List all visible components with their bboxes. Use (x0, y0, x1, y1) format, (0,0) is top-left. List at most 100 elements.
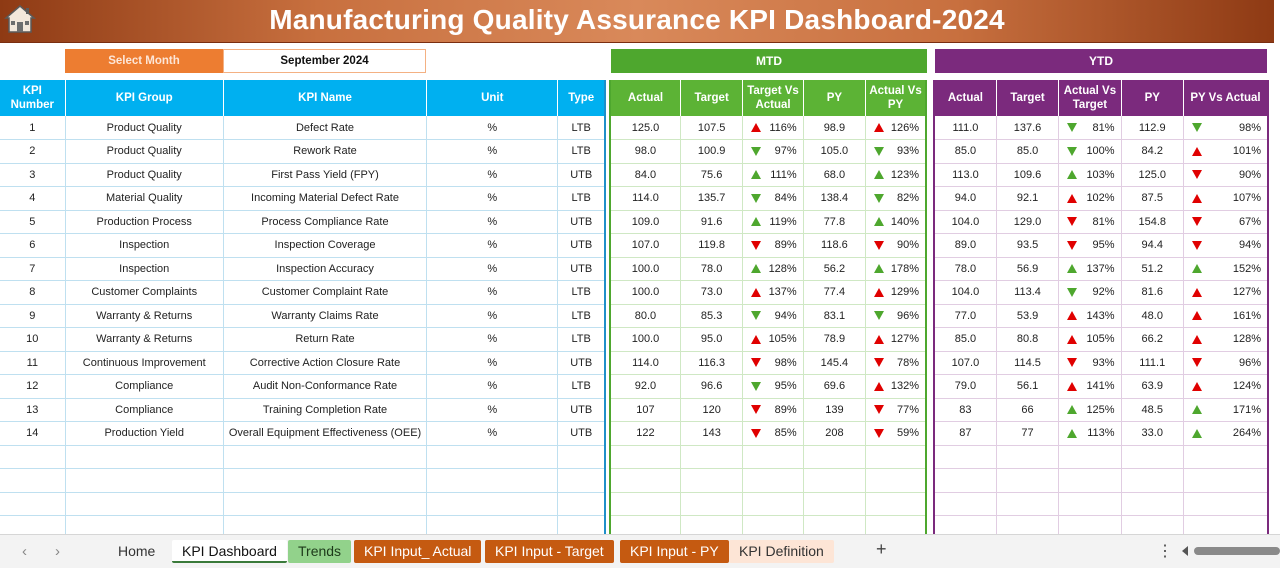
control-row: Select Month September 2024 MTD YTD (0, 43, 1280, 78)
empty-cell[interactable] (0, 445, 66, 469)
select-month-dropdown[interactable]: September 2024 (223, 49, 426, 73)
empty-cell[interactable] (934, 468, 997, 493)
triangle-down-icon (751, 193, 762, 203)
empty-cell[interactable] (1183, 492, 1269, 516)
tab-kpi-input-py[interactable]: KPI Input - PY (620, 540, 729, 563)
ytd-actual-cell: 77.0 (934, 304, 997, 328)
empty-cell[interactable] (1121, 468, 1184, 493)
tab-home[interactable]: Home (118, 543, 156, 559)
empty-cell[interactable] (742, 445, 804, 469)
empty-cell[interactable] (65, 492, 224, 516)
empty-cell[interactable] (223, 468, 428, 493)
ytd-py-vs-actual-cell: 94% (1183, 233, 1269, 258)
triangle-down-icon (1067, 123, 1078, 132)
home-icon[interactable] (3, 3, 37, 35)
indicator: 116% (743, 122, 802, 134)
empty-cell[interactable] (557, 492, 606, 516)
table-row: 87 77 113% 33.0 264% (934, 421, 1269, 446)
indicator: 98% (743, 357, 802, 369)
type-cell: LTB (557, 304, 606, 328)
empty-cell[interactable] (65, 468, 224, 493)
empty-cell[interactable] (742, 492, 804, 516)
indicator: 81% (1059, 122, 1120, 134)
empty-cell[interactable] (803, 492, 867, 516)
add-sheet-icon[interactable]: + (876, 539, 887, 559)
empty-cell[interactable] (865, 492, 927, 516)
triangle-up-icon (1067, 428, 1078, 438)
ytd-actual-vs-target-value: 141% (1086, 380, 1115, 393)
table-row: 11 Continuous Improvement Corrective Actio… (0, 351, 606, 375)
triangle-down-icon (874, 311, 885, 321)
empty-cell[interactable] (1121, 445, 1184, 469)
ytd-py-vs-actual-value: 127% (1232, 286, 1261, 299)
triangle-up-icon (1191, 146, 1202, 156)
prev-sheet-icon[interactable]: ‹ (22, 543, 27, 560)
table-row: 109.0 91.6 119% 77.8 140% (610, 210, 927, 234)
empty-row (610, 515, 927, 540)
table-row: 94.0 92.1 102% 87.5 107% (934, 186, 1269, 211)
more-options-icon[interactable]: ⋮ (1157, 543, 1173, 560)
empty-cell[interactable] (865, 445, 927, 469)
empty-cell[interactable] (996, 445, 1060, 469)
empty-cell[interactable] (610, 468, 681, 493)
indicator: 85% (743, 427, 802, 439)
horizontal-scrollbar[interactable] (1180, 546, 1280, 556)
triangle-down-icon (1067, 358, 1078, 368)
empty-cell[interactable] (223, 445, 428, 469)
empty-cell[interactable] (996, 492, 1060, 516)
tab-kpi-input-actual[interactable]: KPI Input_ Actual (354, 540, 482, 563)
mtd-actual-vs-py-cell: 123% (865, 163, 927, 187)
kpi-number-cell: 1 (0, 116, 66, 140)
empty-cell[interactable] (426, 492, 559, 516)
empty-cell[interactable] (1058, 468, 1122, 493)
ytd-py-cell: 33.0 (1121, 421, 1184, 446)
empty-cell[interactable] (610, 445, 681, 469)
table-row: 7 Inspection Inspection Accuracy% UTB (0, 257, 606, 281)
tab-kpi-definition[interactable]: KPI Definition (729, 540, 834, 563)
indicator: 126% (866, 122, 925, 134)
empty-cell[interactable] (1058, 445, 1122, 469)
table-row: 104.0 113.4 92% 81.6 127% (934, 280, 1269, 305)
mtd-target-vs-actual-cell: 85% (742, 421, 804, 446)
tab-kpi-input-target[interactable]: KPI Input - Target (485, 540, 614, 563)
col-type: Type (557, 80, 606, 116)
empty-cell[interactable] (223, 492, 428, 516)
empty-cell[interactable] (865, 468, 927, 493)
empty-cell[interactable] (1183, 445, 1269, 469)
scroll-left-icon[interactable] (1182, 546, 1188, 556)
ytd-py-vs-actual-cell: 98% (1183, 116, 1269, 140)
triangle-down-icon (1067, 146, 1078, 156)
mtd-actual-vs-py-cell: 127% (865, 327, 927, 352)
empty-cell[interactable] (426, 445, 559, 469)
indicator: 124% (1184, 380, 1267, 392)
empty-cell[interactable] (65, 445, 224, 469)
ytd-py-vs-actual-value: 94% (1238, 239, 1261, 252)
empty-cell[interactable] (1121, 492, 1184, 516)
empty-cell[interactable] (426, 468, 559, 493)
empty-cell[interactable] (680, 492, 744, 516)
ytd-py-vs-actual-value: 67% (1238, 215, 1261, 228)
empty-cell[interactable] (934, 492, 997, 516)
table-row: 3 Product Quality First Pass Yield (FPY)% U… (0, 163, 606, 187)
empty-cell[interactable] (557, 445, 606, 469)
empty-cell[interactable] (803, 468, 867, 493)
empty-cell[interactable] (0, 492, 66, 516)
empty-cell[interactable] (1183, 468, 1269, 493)
tab-trends[interactable]: Trends (288, 540, 352, 563)
empty-cell[interactable] (742, 468, 804, 493)
tab-kpi-dashboard[interactable]: KPI Dashboard (172, 540, 287, 563)
scrollbar-thumb[interactable] (1194, 547, 1280, 555)
empty-cell[interactable] (680, 445, 744, 469)
empty-cell[interactable] (934, 445, 997, 469)
empty-cell[interactable] (996, 468, 1060, 493)
next-sheet-icon[interactable]: › (55, 543, 60, 560)
type-cell: UTB (557, 257, 606, 281)
empty-cell[interactable] (610, 492, 681, 516)
empty-cell[interactable] (0, 468, 66, 493)
empty-cell[interactable] (1058, 492, 1122, 516)
empty-cell[interactable] (680, 468, 744, 493)
empty-cell[interactable] (557, 468, 606, 493)
triangle-up-icon (1191, 381, 1202, 391)
ytd-py-cell: 66.2 (1121, 327, 1184, 352)
empty-cell[interactable] (803, 445, 867, 469)
